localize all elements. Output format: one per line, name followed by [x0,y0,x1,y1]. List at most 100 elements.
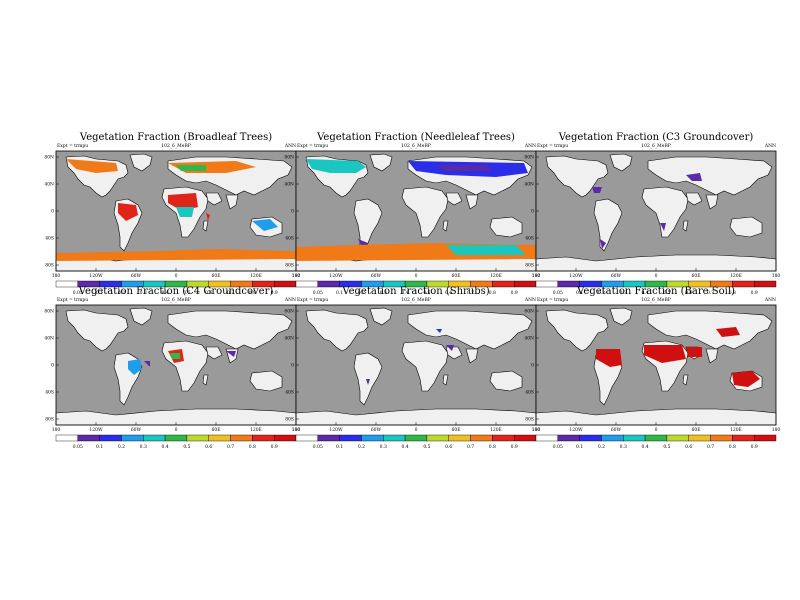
vegetation-patch [66,159,118,173]
lon-tick-label: 120W [569,427,583,433]
lat-tick-label: 40N [284,182,294,188]
colorbar-swatch [77,434,100,442]
land-india [705,194,719,210]
colorbar-label: 0.8 [729,290,736,296]
colorbar-swatch [230,434,253,442]
lat-tick-label: 80N [44,155,54,161]
panel-title: Vegetation Fraction (C4 Groundcover) [78,286,274,297]
lon-tick-label: 120E [250,273,262,279]
panel-c4-groundcover: Vegetation Fraction (C4 Groundcover) Expt… [44,286,300,466]
season-label: ANN [284,144,296,149]
colorbar: 0.05 0.1 0.2 0.3 0.4 0.5 0.6 0.7 0.8 0.9 [295,434,537,450]
panel-subtitle: 102_6_MeBP [401,298,431,303]
panel-subtitle: 102_6_MeBP [641,144,671,149]
lon-tick-label: 120E [730,427,742,433]
colorbar-label: 0.5 [183,444,190,450]
panel-title: Vegetation Fraction (Bare Soil) [577,286,735,297]
vegetation-patch [436,329,442,333]
lon-tick-label: 120W [89,427,103,433]
colorbar-swatch [208,434,231,442]
colorbar-label: 0.1 [576,444,583,450]
lat-tick-label: 80S [285,263,294,269]
lat-tick-label: 0 [291,209,294,215]
experiment-label: Expt = trmpu [57,298,89,303]
land-greenland [129,307,153,326]
colorbar-swatch [732,434,755,442]
land-india [225,194,239,210]
land-australia [489,370,523,392]
vegetation-patch [644,345,686,363]
colorbar-swatch [448,434,471,442]
lat-tick-label: 80N [284,309,294,315]
experiment-label: Expt = trmpu [537,298,569,303]
colorbar-swatch [164,434,188,442]
land-arabia [445,346,463,360]
colorbar-swatch [470,434,493,442]
experiment-label: Expt = trmpu [57,144,89,149]
land-southAmerica [593,198,623,252]
lat-tick-label: 80S [45,263,54,269]
land-greenland [369,153,393,172]
colorbar-label: 0.05 [553,290,563,296]
panel-subtitle: 102_6_MeBP [641,298,671,303]
lat-tick-label: 40S [285,390,294,396]
colorbar-label: 0.5 [663,444,670,450]
colorbar-label: 0.5 [663,290,670,296]
colorbar-swatch [579,434,602,442]
colorbar-swatch [688,434,711,442]
colorbar-swatch [273,434,297,442]
colorbar-label: 0.9 [271,444,278,450]
colorbar: 0.05 0.1 0.2 0.3 0.4 0.5 0.6 0.7 0.8 0.9 [535,280,777,296]
colorbar-label: 0.6 [445,444,452,450]
land-eurasia [407,310,533,350]
lat-tick-label: 40N [524,336,534,342]
land-eurasia [167,310,293,350]
land-arabia [685,192,703,206]
colorbar-label: 0.1 [576,290,583,296]
lon-tick-label: 120E [490,273,502,279]
vegetation-patch [206,213,210,221]
colorbar-label: 0.9 [271,290,278,296]
colorbar-swatch [295,434,319,442]
land-greenland [609,153,633,172]
lon-tick-label: 180 [52,273,61,279]
experiment-label: Expt = trmpu [297,144,329,149]
lat-tick-label: 40N [44,336,54,342]
land-africa [401,186,449,238]
lat-tick-label: 80S [525,417,534,423]
colorbar-label: 0.8 [249,444,256,450]
colorbar-label: 0.7 [467,290,474,296]
lat-tick-label: 40N [524,182,534,188]
colorbar-label: 0.7 [227,290,234,296]
lon-tick-label: 0 [655,427,658,433]
colorbar-label: 0.6 [445,290,452,296]
colorbar-swatch [99,434,122,442]
colorbar-label: 0.8 [489,290,496,296]
panel-subtitle: 102_6_MeBP [161,298,191,303]
colorbar-swatch [55,434,79,442]
colorbar-label: 0.2 [358,290,365,296]
colorbar: 0.05 0.1 0.2 0.3 0.4 0.5 0.6 0.7 0.8 0.9 [295,280,537,296]
lat-tick-label: 0 [51,209,54,215]
lon-tick-label: 180 [532,427,541,433]
colorbar-label: 0.8 [249,290,256,296]
land-madagascar [442,220,449,232]
colorbar-label: 0.4 [162,444,169,450]
land-india [465,348,479,364]
lon-tick-label: 120E [730,273,742,279]
land-madagascar [682,374,689,386]
lon-tick-label: 60E [691,273,700,279]
colorbar-label: 0.5 [423,290,430,296]
colorbar-label: 0.4 [402,290,409,296]
colorbar-label: 0.3 [140,444,147,450]
colorbar-swatch [383,434,406,442]
lat-tick-label: 40S [525,390,534,396]
lon-tick-label: 120W [569,273,583,279]
colorbar-label: 0.5 [183,290,190,296]
colorbar-label: 0.4 [162,290,169,296]
colorbar-label: 0.2 [598,444,605,450]
panel-needleleaf-trees: Vegetation Fraction (Needleleaf Trees) Ex… [284,132,540,312]
lon-tick-label: 180 [52,427,61,433]
colorbar-label: 0.7 [467,444,474,450]
vegetation-patch [144,361,150,367]
